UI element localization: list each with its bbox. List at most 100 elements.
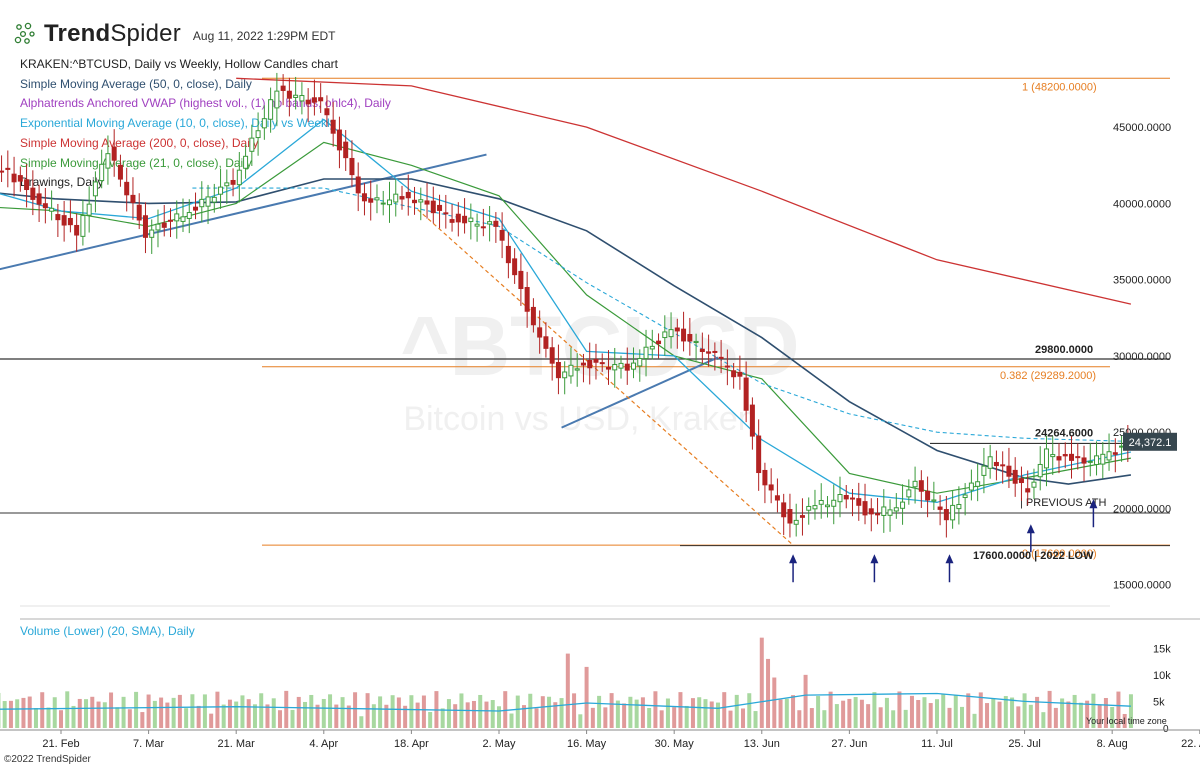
volume-bar: [515, 695, 520, 728]
candle-body: [530, 306, 536, 326]
price-tick-label: 30000.0000: [1113, 351, 1171, 363]
candle-body: [593, 358, 599, 363]
volume-bar: [753, 711, 758, 728]
chart-timestamp: Aug 11, 2022 1:29PM EDT: [192, 29, 336, 43]
candle-body: [405, 191, 411, 199]
volume-bar: [184, 708, 189, 728]
candle-body: [1043, 448, 1049, 469]
volume-sma-line: [0, 692, 1131, 712]
candle-body: [574, 368, 580, 371]
volume-bar: [766, 658, 771, 728]
candle-body: [243, 155, 249, 169]
candle-body: [249, 137, 255, 152]
candle-body: [1012, 469, 1018, 484]
legend-item-2[interactable]: Alphatrends Anchored VWAP (highest vol.,…: [20, 96, 391, 111]
volume-bar: [33, 708, 38, 728]
volume-bar: [859, 699, 864, 728]
volume-bar: [565, 653, 570, 728]
volume-bar: [528, 693, 533, 728]
volume-bar: [127, 709, 132, 728]
legend-item-4[interactable]: Simple Moving Average (200, 0, close), D…: [20, 135, 259, 150]
x-tick-label: 13. Jun: [744, 738, 780, 750]
legend-item-6[interactable]: Drawings, Daily: [20, 175, 104, 190]
volume-bar: [315, 704, 320, 728]
candle-body: [474, 223, 480, 227]
brand-name: TrendSpider: [44, 20, 181, 47]
legend-item-0[interactable]: KRAKEN:^BTCUSD, Daily vs Weekly, Hollow …: [20, 57, 338, 71]
candle-body: [124, 181, 130, 196]
x-tick-label: 2. May: [482, 738, 516, 750]
candle-body: [167, 219, 173, 222]
volume-bar: [378, 696, 383, 728]
candle-body: [261, 118, 267, 129]
volume-bar: [672, 707, 677, 728]
candle-body: [868, 508, 874, 515]
volume-bar: [966, 693, 971, 728]
candle-body: [199, 198, 205, 208]
level-label-24264: 24264.6000: [1035, 427, 1093, 439]
candle-body: [862, 501, 868, 516]
volume-bar: [196, 705, 201, 728]
volume-bar: [822, 710, 827, 728]
candle-body: [274, 90, 280, 109]
candle-body: [943, 509, 949, 521]
candle-body: [1062, 454, 1068, 457]
volume-bar: [834, 704, 839, 728]
candle-body: [92, 181, 98, 197]
candle-body: [455, 213, 461, 223]
candle-body: [180, 216, 186, 222]
candle-body: [218, 186, 224, 195]
candle-body: [86, 203, 92, 216]
candle-body: [812, 505, 818, 510]
volume-bar: [21, 697, 26, 728]
candle-body: [1050, 454, 1056, 458]
candle-body: [987, 456, 993, 469]
candle-body: [42, 203, 48, 209]
candle-body: [731, 370, 737, 378]
legend-item-3[interactable]: Exponential Moving Average (10, 0, close…: [20, 116, 336, 131]
volume-bar: [496, 706, 501, 728]
volume-bar: [371, 704, 376, 728]
candle-body: [1018, 478, 1024, 484]
candle-body: [524, 287, 530, 312]
legend-item-1[interactable]: Simple Moving Average (50, 0, close), Da…: [20, 76, 252, 91]
volume-tick-label: 5k: [1153, 696, 1165, 708]
volume-bar: [334, 704, 339, 728]
x-tick-label: 27. Jun: [831, 738, 867, 750]
volume-bar: [503, 691, 508, 728]
candle-body: [493, 220, 499, 227]
volume-bar: [609, 693, 614, 728]
volume-bar: [209, 713, 214, 728]
candle-body: [230, 179, 236, 185]
volume-bar: [878, 707, 883, 728]
trendline-1: [561, 356, 719, 429]
candle-body: [11, 173, 17, 183]
candle-body: [443, 212, 449, 215]
legend-item-5[interactable]: Simple Moving Average (21, 0, close), Da…: [20, 155, 252, 170]
price-tick-label: 35000.0000: [1113, 275, 1171, 287]
candle-body: [681, 328, 687, 342]
volume-bar: [59, 710, 63, 728]
candle-body: [906, 489, 912, 498]
candle-body: [336, 129, 342, 151]
volume-bar: [296, 696, 301, 728]
candle-body: [850, 497, 856, 500]
volume-bar: [985, 703, 990, 728]
candle-body: [649, 345, 655, 350]
candle-body: [17, 175, 23, 182]
candle-body: [693, 340, 699, 344]
level-label-previous-ath: | PREVIOUS ATH: [1020, 497, 1106, 509]
volume-bar: [972, 713, 977, 728]
last-price-value: 24,372.1: [1129, 437, 1172, 449]
volume-bar: [709, 701, 714, 728]
candle-body: [887, 509, 893, 516]
candle-body: [881, 506, 887, 516]
volume-bar: [941, 693, 946, 728]
volume-bar: [465, 702, 470, 728]
x-tick-label: 30. May: [655, 738, 695, 750]
volume-bar: [109, 692, 114, 728]
ma-line-0: [0, 178, 1132, 485]
volume-bar: [346, 705, 351, 728]
volume-bar: [578, 714, 583, 728]
